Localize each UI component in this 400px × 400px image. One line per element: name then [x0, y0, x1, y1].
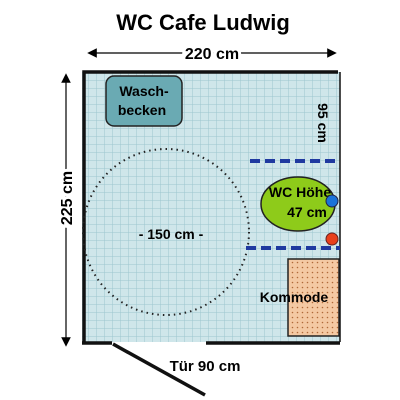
width-label: 220 cm: [185, 46, 239, 63]
wc-label-line2: 47 cm: [287, 204, 327, 220]
turning-circle: [82, 148, 250, 316]
turning-circle-label: - 150 cm -: [139, 226, 204, 242]
cabinet-label: Kommode: [260, 289, 329, 305]
page-title: WC Cafe Ludwig: [116, 10, 290, 35]
clearance-label: 95 cm: [315, 103, 331, 143]
wc-label-line1: WC Höhe: [269, 184, 331, 200]
door-label: Tür 90 cm: [170, 358, 241, 375]
depth-label: 225 cm: [59, 171, 76, 225]
flush-button-blue: [325, 194, 339, 208]
wall-left-top: [82, 70, 338, 342]
cabinet: [287, 258, 340, 337]
sink: [105, 75, 183, 127]
sink-label-line2: becken: [118, 102, 166, 118]
alarm-button-red: [325, 232, 339, 246]
sink-label-line1: Wasch-: [119, 83, 169, 99]
door-leaf: [112, 342, 206, 397]
